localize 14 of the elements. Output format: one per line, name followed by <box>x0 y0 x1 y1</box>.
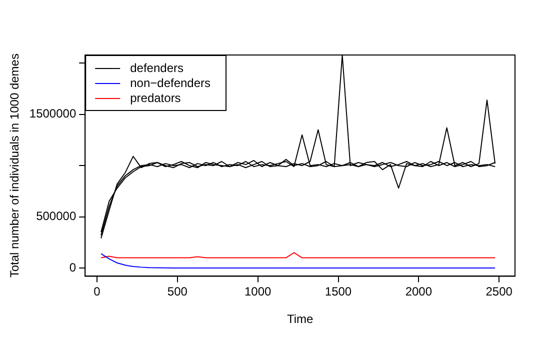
y-axis-title: Total number of individuals in 1000 demes <box>8 54 22 278</box>
x-tick-label: 2500 <box>486 284 513 299</box>
x-tick-label: 1000 <box>244 284 272 299</box>
y-tick-label: 1500000 <box>29 106 76 121</box>
y-tick-label: 0 <box>69 260 76 274</box>
x-axis-title: Time <box>286 312 314 326</box>
x-tick-label: 0 <box>94 284 101 299</box>
y-tick-label: 500000 <box>36 209 76 224</box>
x-tick-label: 1500 <box>324 284 352 299</box>
x-tick-label: 2000 <box>405 284 432 299</box>
legend-label: defenders <box>130 60 184 75</box>
x-tick-label: 500 <box>167 284 188 299</box>
legend-label: non−defenders <box>130 76 211 90</box>
legend-label: predators <box>130 90 181 105</box>
